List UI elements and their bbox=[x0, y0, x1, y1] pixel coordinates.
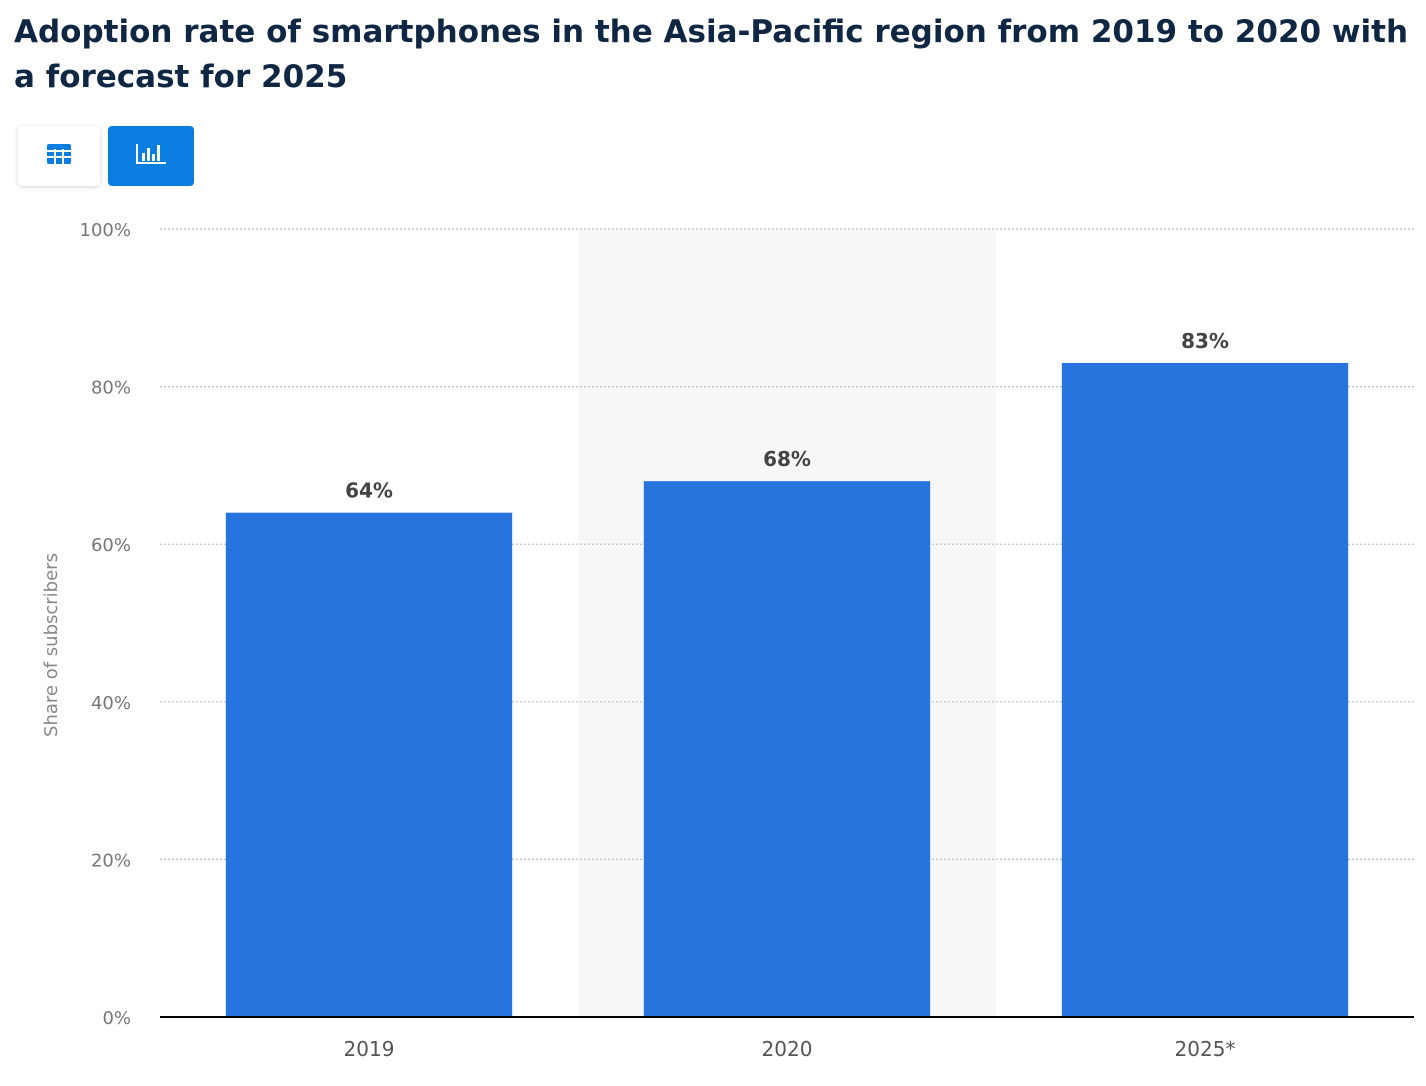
view-toggle bbox=[18, 126, 194, 186]
chart-view-button[interactable] bbox=[108, 126, 194, 186]
bar-chart-icon bbox=[135, 142, 167, 171]
y-tick-label: 80% bbox=[91, 378, 131, 399]
y-tick-label: 20% bbox=[91, 850, 131, 871]
bar bbox=[225, 512, 513, 1017]
y-tick-label: 60% bbox=[91, 535, 131, 556]
x-tick-label: 2020 bbox=[762, 1037, 813, 1061]
y-tick-label: 100% bbox=[80, 220, 131, 241]
chart-area: 0% 20% 40% 60% 80% 100% Share of subscribers 64… bbox=[0, 200, 1426, 1086]
bar-chart: 0% 20% 40% 60% 80% 100% Share of subscribers 64… bbox=[41, 220, 1414, 1061]
y-axis-label: Share of subscribers bbox=[41, 553, 62, 737]
x-tick-label: 2019 bbox=[344, 1037, 395, 1061]
bar bbox=[1061, 362, 1349, 1017]
y-tick-label: 40% bbox=[91, 693, 131, 714]
table-icon bbox=[46, 143, 72, 170]
y-tick-label: 0% bbox=[102, 1008, 131, 1029]
table-view-button[interactable] bbox=[18, 126, 100, 186]
data-label: 68% bbox=[763, 447, 811, 471]
data-label: 83% bbox=[1181, 329, 1229, 353]
bar bbox=[643, 481, 931, 1017]
x-tick-label: 2025* bbox=[1175, 1037, 1236, 1061]
data-label: 64% bbox=[345, 479, 393, 503]
chart-title: Adoption rate of smartphones in the Asia… bbox=[14, 14, 1409, 95]
